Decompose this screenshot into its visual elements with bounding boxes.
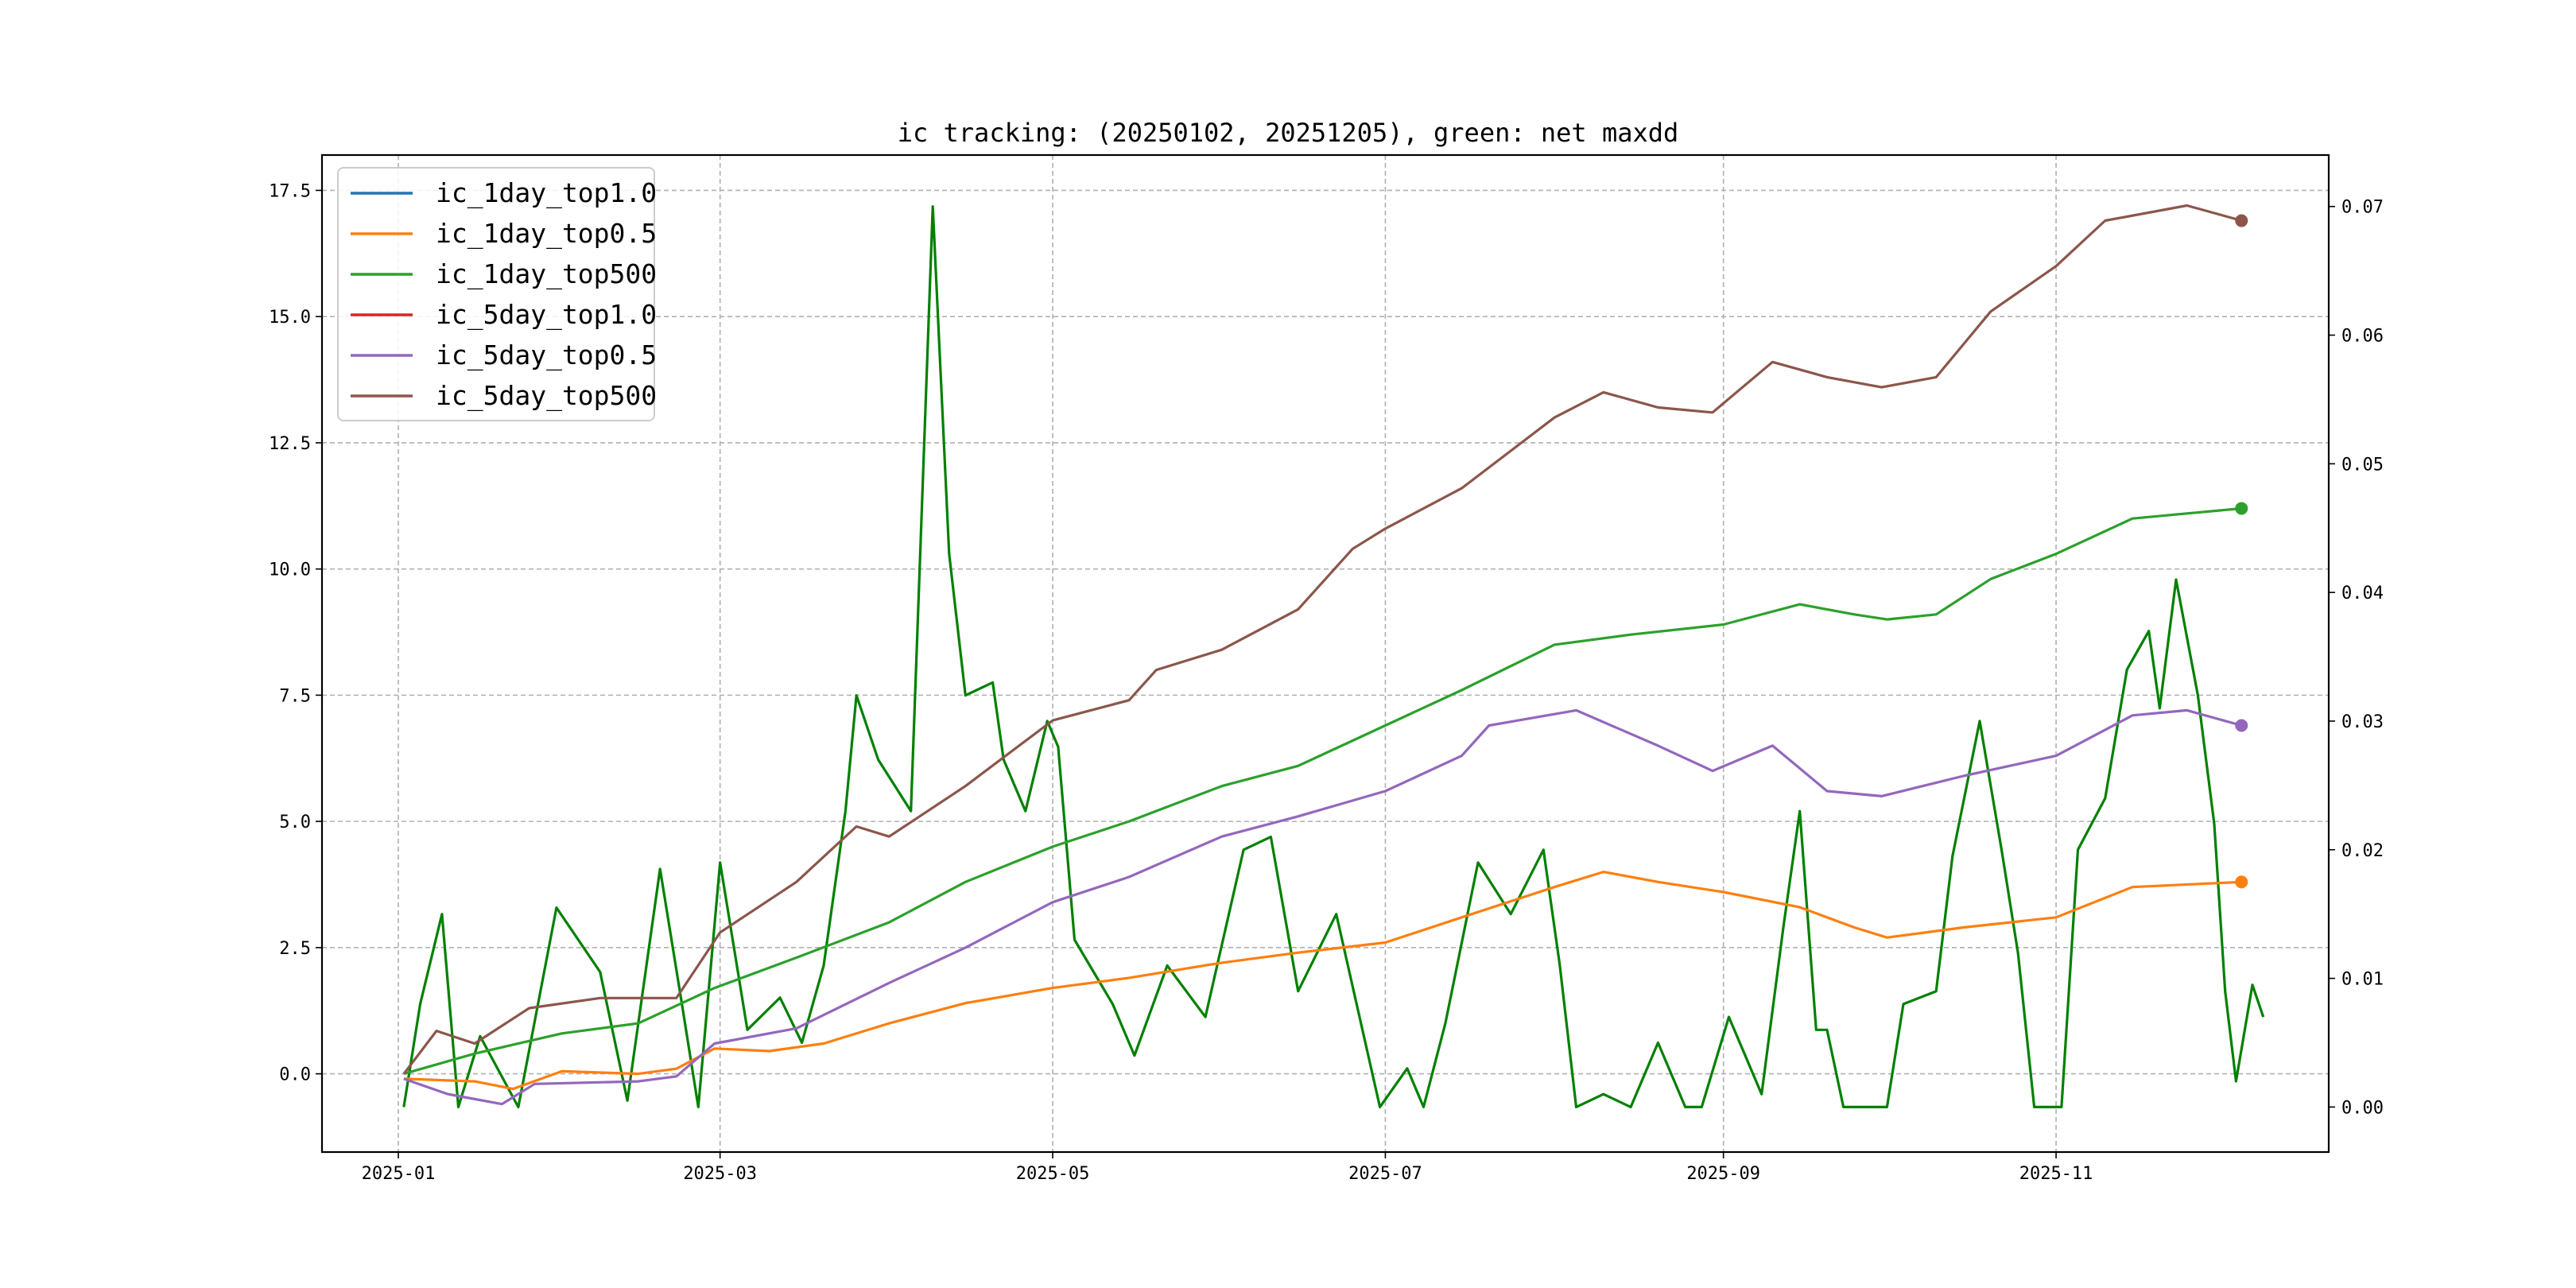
y-left-tick-label: 12.5 (269, 434, 311, 454)
y-left-tick-label: 5.0 (279, 813, 311, 832)
y-right-tick-label: 0.05 (2341, 455, 2384, 475)
y-right-tick-label: 0.04 (2341, 584, 2384, 603)
x-tick-label: 2025-03 (683, 1164, 757, 1184)
x-tick-label: 2025-07 (1348, 1164, 1422, 1184)
y-right-tick-label: 0.00 (2341, 1098, 2384, 1118)
end-point-ic-1day-top500 (2235, 502, 2248, 515)
end-point-ic-5day-top0-5 (2235, 719, 2248, 732)
y-left-tick-label: 15.0 (269, 308, 311, 328)
series-line-net-maxdd (402, 205, 2265, 1109)
legend-label-ic-5day-top0-5: ic_5day_top0.5 (436, 339, 657, 371)
y-left-tick-label: 2.5 (279, 939, 311, 959)
y-right-tick-label: 0.02 (2341, 841, 2384, 861)
gridlines (322, 155, 2329, 1152)
legend-entries: ic_1day_top1.0 ic_1day_top0.5 ic_1day_top5… (351, 177, 657, 412)
series-lines (402, 204, 2265, 1109)
chart-title: ic tracking: (20250102, 20251205), green… (898, 118, 1679, 148)
series-line-ic-1day-top500 (403, 506, 2242, 1076)
y-axis-left: 0.0 2.5 5.0 7.5 10.0 12.5 15.0 17.5 (269, 181, 322, 1085)
legend-label-ic-1day-top1-0: ic_1day_top1.0 (436, 177, 657, 209)
end-markers (2235, 214, 2248, 889)
legend: ic_1day_top1.0 ic_1day_top0.5 ic_1day_top5… (337, 167, 657, 421)
series-line-ic-5day-top500 (402, 204, 2242, 1075)
y-right-tick-label: 0.01 (2341, 970, 2384, 990)
x-tick-label: 2025-01 (362, 1164, 436, 1184)
y-left-tick-label: 17.5 (269, 181, 311, 201)
y-right-tick-label: 0.03 (2341, 712, 2384, 732)
y-axis-right: 0.00 0.01 0.02 0.03 0.04 0.05 0.06 0.07 (2329, 198, 2384, 1118)
y-left-tick-label: 10.0 (269, 561, 311, 580)
y-left-tick-label: 0.0 (279, 1065, 311, 1085)
end-point-ic-5day-top500 (2235, 214, 2248, 227)
plot-frame (320, 153, 2330, 1154)
y-right-tick-label: 0.07 (2341, 198, 2384, 218)
series-line-ic-1day-top0-5 (403, 870, 2242, 1091)
legend-box (337, 167, 655, 421)
legend-label-ic-5day-top500: ic_5day_top500 (436, 380, 657, 412)
y-left-tick-label: 7.5 (279, 686, 311, 706)
x-tick-label: 2025-05 (1016, 1164, 1090, 1184)
end-point-ic-1day-top0-5 (2235, 875, 2248, 889)
x-axis: 2025-01 2025-03 2025-05 2025-07 2025-09 2025-… (362, 1152, 2093, 1184)
x-tick-label: 2025-09 (1686, 1164, 1760, 1184)
series-line-ic-5day-top0-5 (403, 708, 2242, 1106)
legend-label-ic-1day-top500: ic_1day_top500 (436, 258, 657, 290)
y-right-tick-label: 0.06 (2341, 327, 2384, 347)
legend-label-ic-1day-top0-5: ic_1day_top0.5 (436, 218, 657, 250)
legend-label-ic-5day-top1-0: ic_5day_top1.0 (436, 299, 657, 331)
x-tick-label: 2025-11 (2019, 1164, 2093, 1184)
